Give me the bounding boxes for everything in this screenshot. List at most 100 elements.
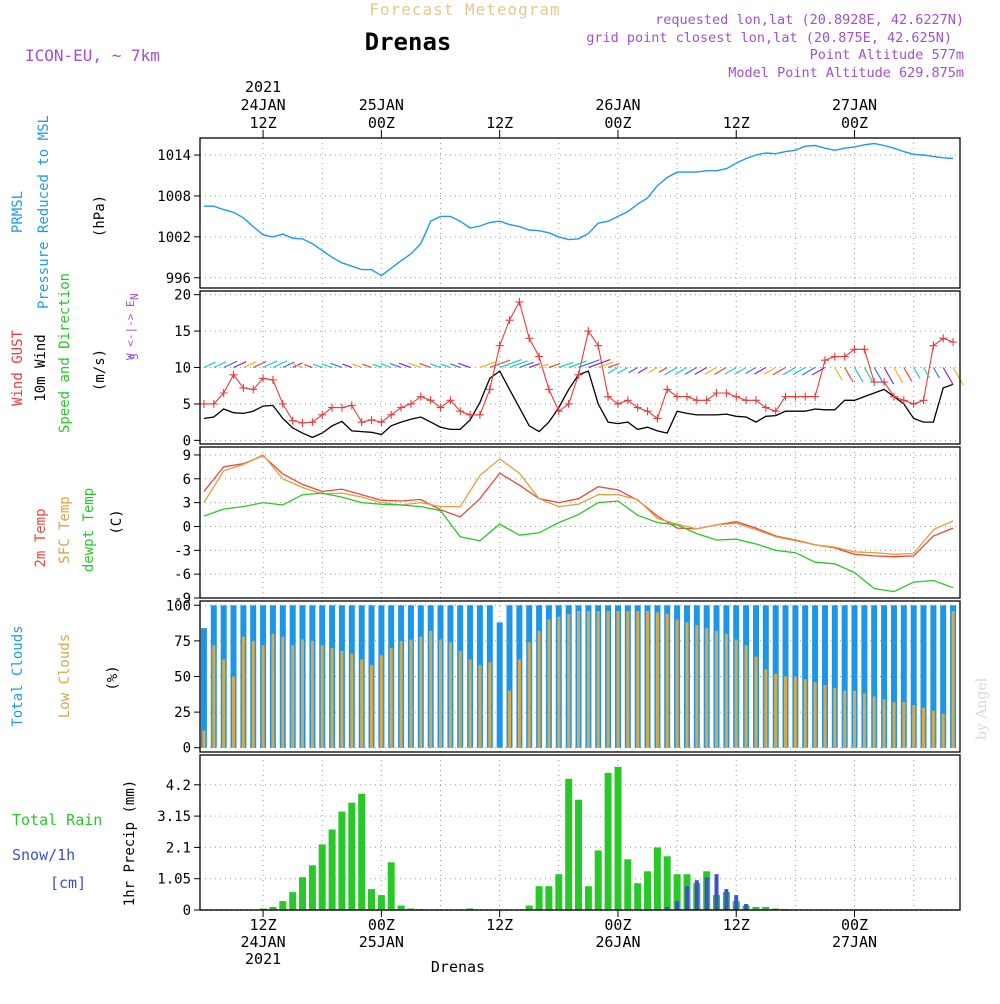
low-cloud-bar — [291, 645, 294, 748]
low-cloud-bar — [764, 669, 767, 747]
rain-bar — [634, 883, 641, 910]
rain-bar — [378, 895, 385, 910]
top-time-label: 26JAN — [595, 96, 640, 114]
low-cloud-bar — [873, 696, 876, 747]
dewpt-label: dewpt Temp — [81, 488, 97, 572]
pressure-ytick-label: 1008 — [157, 189, 191, 205]
low-cloud-bar — [745, 645, 748, 748]
temperature-ytick-label: 6 — [183, 472, 191, 488]
pressure-ytick-label: 1014 — [157, 148, 191, 164]
low-cloud-bar — [380, 655, 383, 748]
low-cloud-bar — [557, 617, 560, 748]
rain-bar — [624, 859, 631, 910]
low-cloud-bar — [646, 611, 649, 748]
c-unit-label: (C) — [109, 509, 125, 534]
low-cloud-bar — [863, 694, 866, 748]
snow-bar — [724, 889, 728, 910]
rain-bar — [279, 901, 286, 910]
bottom-time-label: 25JAN — [359, 933, 404, 951]
low-cloud-bar — [350, 654, 353, 748]
low-cloud-bar — [340, 651, 343, 748]
panels: 99610021008101405101520-9-6-303690255075… — [157, 138, 963, 919]
precip-ytick-label: 3.15 — [157, 809, 191, 825]
panel-precip: 01.052.13.154.2 — [157, 755, 960, 919]
top-time-label: 2021 — [245, 78, 281, 96]
low-cloud-bar — [833, 688, 836, 748]
low-cloud-bar — [518, 659, 521, 747]
bottom-time-label: 00Z — [368, 916, 395, 934]
wind-10m-label: 10m Wind — [33, 334, 49, 401]
location-title: Drenas — [365, 28, 452, 56]
low-cloud-bar — [735, 640, 738, 748]
temp-side-labels: 2m Temp SFC Temp dewpt Temp (C) — [33, 488, 125, 572]
low-cloud-bar — [301, 640, 304, 748]
rain-bar — [526, 906, 533, 911]
rain-bar — [595, 850, 602, 910]
low-cloud-bar — [271, 634, 274, 748]
pct-unit-label: (%) — [105, 665, 121, 690]
low-cloud-bar — [469, 659, 472, 747]
precip-ytick-label: 0 — [183, 903, 191, 919]
low-cloud-bar — [843, 691, 846, 748]
snow-bar — [715, 874, 719, 910]
top-time-label: 00Z — [368, 114, 395, 132]
bottom-time-label: 00Z — [604, 916, 631, 934]
low-cloud-bar — [902, 702, 905, 748]
snow-bar — [705, 877, 709, 910]
snow-bar — [744, 904, 748, 910]
rain-bar — [338, 812, 345, 910]
top-time-label: 27JAN — [832, 96, 877, 114]
low-cloud-bar — [478, 665, 481, 748]
low-cloud-bar — [607, 611, 610, 748]
rain-bar — [329, 830, 336, 911]
rain-bar — [565, 779, 572, 910]
temperature-ytick-label: 9 — [183, 448, 191, 464]
temperature-panel-bg — [200, 447, 960, 598]
low-cloud-bar — [695, 625, 698, 748]
bottom-time-label: 12Z — [723, 916, 750, 934]
bottom-time-label: 27JAN — [832, 933, 877, 951]
temperature-ytick-label: 3 — [183, 496, 191, 512]
wind-ytick-label: 5 — [183, 397, 191, 413]
low-cloud-bar — [794, 677, 797, 748]
low-cloud-bar — [705, 628, 708, 748]
precip-ytick-label: 4.2 — [166, 778, 191, 794]
low-cloud-bar — [577, 611, 580, 748]
low-cloud-bar — [567, 614, 570, 748]
pressure-ytick-label: 1002 — [157, 230, 191, 246]
rain-bar — [388, 862, 395, 910]
model-altitude: Model Point Altitude 629.875m — [728, 65, 964, 81]
wind-side-labels: Wind GUST 10m Wind Speed and Direction (… — [10, 273, 141, 433]
model-label: ICON-EU, ~ 7km — [25, 46, 160, 65]
compass-s: S — [128, 353, 141, 360]
low-cloud-bar — [725, 634, 728, 748]
top-time-label: 25JAN — [359, 96, 404, 114]
low-cloud-bar — [212, 645, 215, 748]
prmsl-label: PRMSL — [10, 191, 26, 233]
top-time-label: 00Z — [841, 114, 868, 132]
low-cloud-bar — [528, 642, 531, 747]
low-cloud-bar — [409, 640, 412, 748]
rain-bar — [555, 874, 562, 910]
rain-bar — [299, 877, 306, 910]
low-cloud-bar — [311, 641, 314, 748]
top-time-label: 24JAN — [241, 96, 286, 114]
low-cloud-bar — [400, 641, 403, 748]
low-cloud-bar — [547, 620, 550, 748]
low-cloud-bar — [429, 631, 432, 748]
low-cloud-bar — [202, 731, 205, 748]
low-cloud-bar — [252, 641, 255, 748]
bottom-time-label: 12Z — [486, 916, 513, 934]
low-cloud-bar — [686, 622, 689, 747]
low-cloud-bar — [508, 691, 511, 748]
gridpoint-coords: grid point closest lon,lat (20.875E, 42.… — [586, 30, 952, 46]
bottom-time-label: 24JAN — [241, 933, 286, 951]
low-cloud-bar — [331, 648, 334, 748]
rain-bar — [398, 906, 405, 911]
low-cloud-bar — [360, 659, 363, 747]
low-cloud-bar — [883, 699, 886, 747]
pressure-ytick-label: 996 — [166, 271, 191, 287]
